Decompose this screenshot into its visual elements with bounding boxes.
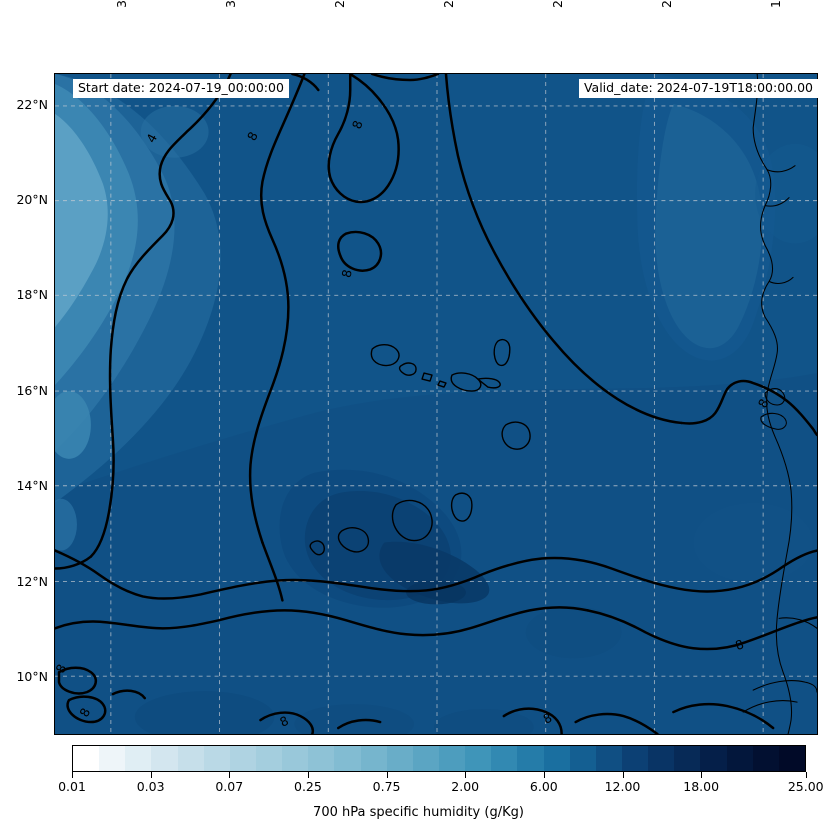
lat-tick-label-0: 22°N <box>16 97 48 112</box>
colorbar-tick-6 <box>543 772 545 778</box>
colorbar-tick-4 <box>386 772 388 778</box>
colorbar-tick-8 <box>701 772 703 778</box>
colorbar-segment-4 <box>177 746 204 771</box>
colorbar-tick-5 <box>465 772 467 778</box>
colorbar-tick-label-8: 18.00 <box>683 779 720 794</box>
colorbar-segment-14 <box>438 746 466 771</box>
colorbar-segment-25 <box>726 746 753 771</box>
colorbar-segment-19 <box>569 746 596 771</box>
colorbar-segment-1 <box>99 746 126 771</box>
colorbar-gradient <box>72 745 806 772</box>
colorbar-segment-15 <box>465 746 492 771</box>
colorbar-segment-18 <box>543 746 570 771</box>
colorbar-segment-9 <box>308 746 335 771</box>
colorbar[interactable] <box>72 745 806 772</box>
colorbar-segment-26 <box>752 746 779 771</box>
colorbar-segment-6 <box>229 746 256 771</box>
start-date-annotation: Start date: 2024-07-19_00:00:00 <box>73 79 289 98</box>
colorbar-tick-2 <box>229 772 231 778</box>
colorbar-tick-label-3: 0.25 <box>294 779 322 794</box>
colorbar-ticks: 0.01 0.03 0.07 0.25 0.75 2.00 6.00 12.00 18.00 25… <box>58 772 824 794</box>
lat-tick-label-3: 16°N <box>16 383 48 398</box>
lat-tick-label-1: 20°N <box>16 192 48 207</box>
colorbar-segment-7 <box>255 746 283 771</box>
colorbar-segment-3 <box>151 746 178 771</box>
contour-label-8: 8 <box>338 268 354 279</box>
colorbar-segment-27 <box>778 746 805 771</box>
colorbar-segment-5 <box>203 746 230 771</box>
colorbar-segment-0 <box>73 746 100 771</box>
colorbar-tick-label-2: 0.07 <box>215 779 244 794</box>
colorbar-segment-12 <box>386 746 413 771</box>
colorbar-tick-label-9: 25.00 <box>787 779 824 794</box>
colorbar-axis-label: 700 hPa specific humidity (g/Kg) <box>313 805 524 820</box>
colorbar-segment-2 <box>125 746 152 771</box>
colorbar-segment-23 <box>674 746 701 771</box>
colorbar-segment-24 <box>700 746 727 771</box>
lat-tick-label-5: 12°N <box>16 574 48 589</box>
colorbar-tick-0 <box>72 772 73 778</box>
colorbar-segment-13 <box>412 746 439 771</box>
colorbar-tick-9 <box>805 772 807 778</box>
colorbar-tick-label-1: 0.03 <box>136 779 165 794</box>
colorbar-segment-20 <box>595 746 622 771</box>
map-plot-area[interactable]: 4 8 8 8 8 8 8 8 8 8 4 <box>54 73 818 735</box>
colorbar-tick-label-5: 2.00 <box>451 779 480 794</box>
colorbar-segment-21 <box>621 746 649 771</box>
colorbar-tick-1 <box>150 772 152 778</box>
colorbar-segment-16 <box>491 746 518 771</box>
colorbar-tick-3 <box>307 772 309 778</box>
lat-tick-label-6: 10°N <box>16 669 48 684</box>
lat-tick-label-2: 18°N <box>16 287 48 302</box>
colorbar-segment-10 <box>334 746 361 771</box>
colorbar-tick-label-6: 6.00 <box>529 779 558 794</box>
colorbar-segment-11 <box>360 746 387 771</box>
colorbar-tick-label-0: 0.01 <box>58 779 86 794</box>
valid-date-annotation: Valid_date: 2024-07-19T18:00:00.00 <box>578 79 818 98</box>
colorbar-tick-7 <box>622 772 624 778</box>
lat-tick-label-4: 14°N <box>16 478 48 493</box>
colorbar-tick-label-4: 0.75 <box>372 779 401 794</box>
map-field-and-coastlines: 4 8 8 8 8 8 8 8 8 8 4 <box>55 74 817 734</box>
latitude-tick-labels: 22°N 20°N 18°N 16°N 14°N 12°N 10°N <box>0 73 48 735</box>
colorbar-segment-17 <box>517 746 544 771</box>
colorbar-tick-label-7: 12.00 <box>604 779 641 794</box>
colorbar-segment-8 <box>282 746 309 771</box>
colorbar-segment-22 <box>648 746 675 771</box>
